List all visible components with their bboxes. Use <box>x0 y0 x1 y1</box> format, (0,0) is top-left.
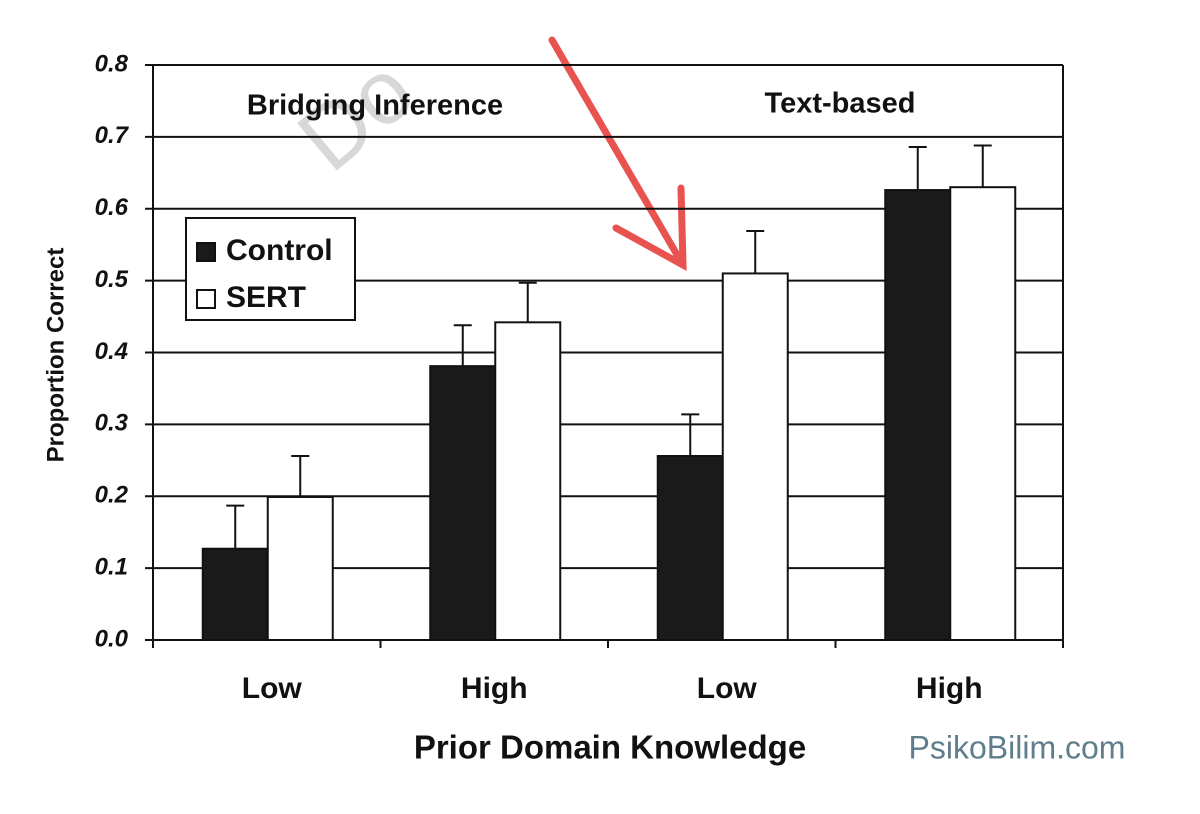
x-tick-label: Low <box>697 672 758 705</box>
section-label: Bridging Inference <box>247 90 503 122</box>
y-tick-label: 0.2 <box>95 482 129 509</box>
bar <box>949 186 1017 641</box>
x-tick-label: High <box>461 672 528 705</box>
bar <box>494 321 562 641</box>
x-axis-title: Prior Domain Knowledge <box>414 729 806 766</box>
y-tick-label: 0.1 <box>95 553 128 580</box>
bar <box>721 272 789 641</box>
legend-label: Control <box>226 234 333 267</box>
legend-swatch <box>196 242 216 262</box>
y-axis-title: Proportion Correct <box>42 248 69 463</box>
bar <box>656 455 724 641</box>
y-tick-label: 0.3 <box>95 410 129 437</box>
bar <box>429 365 497 641</box>
legend-label: SERT <box>226 281 306 314</box>
source: PsikoBilim.com <box>909 729 1126 765</box>
y-tick-label: 0.7 <box>95 122 130 149</box>
y-tick-label: 0.0 <box>95 625 129 652</box>
y-tick-label: 0.4 <box>95 338 128 365</box>
x-tick-label: High <box>916 672 983 705</box>
bar <box>201 547 269 641</box>
legend-swatch <box>196 289 216 309</box>
section-label: Text-based <box>765 88 916 120</box>
x-tick-label: Low <box>242 672 303 705</box>
bar <box>884 189 952 641</box>
y-tick-label: 0.6 <box>95 194 129 221</box>
y-tick-label: 0.5 <box>95 266 129 293</box>
y-tick-label: 0.8 <box>95 50 129 77</box>
arrow <box>548 36 687 272</box>
bar <box>266 495 334 641</box>
